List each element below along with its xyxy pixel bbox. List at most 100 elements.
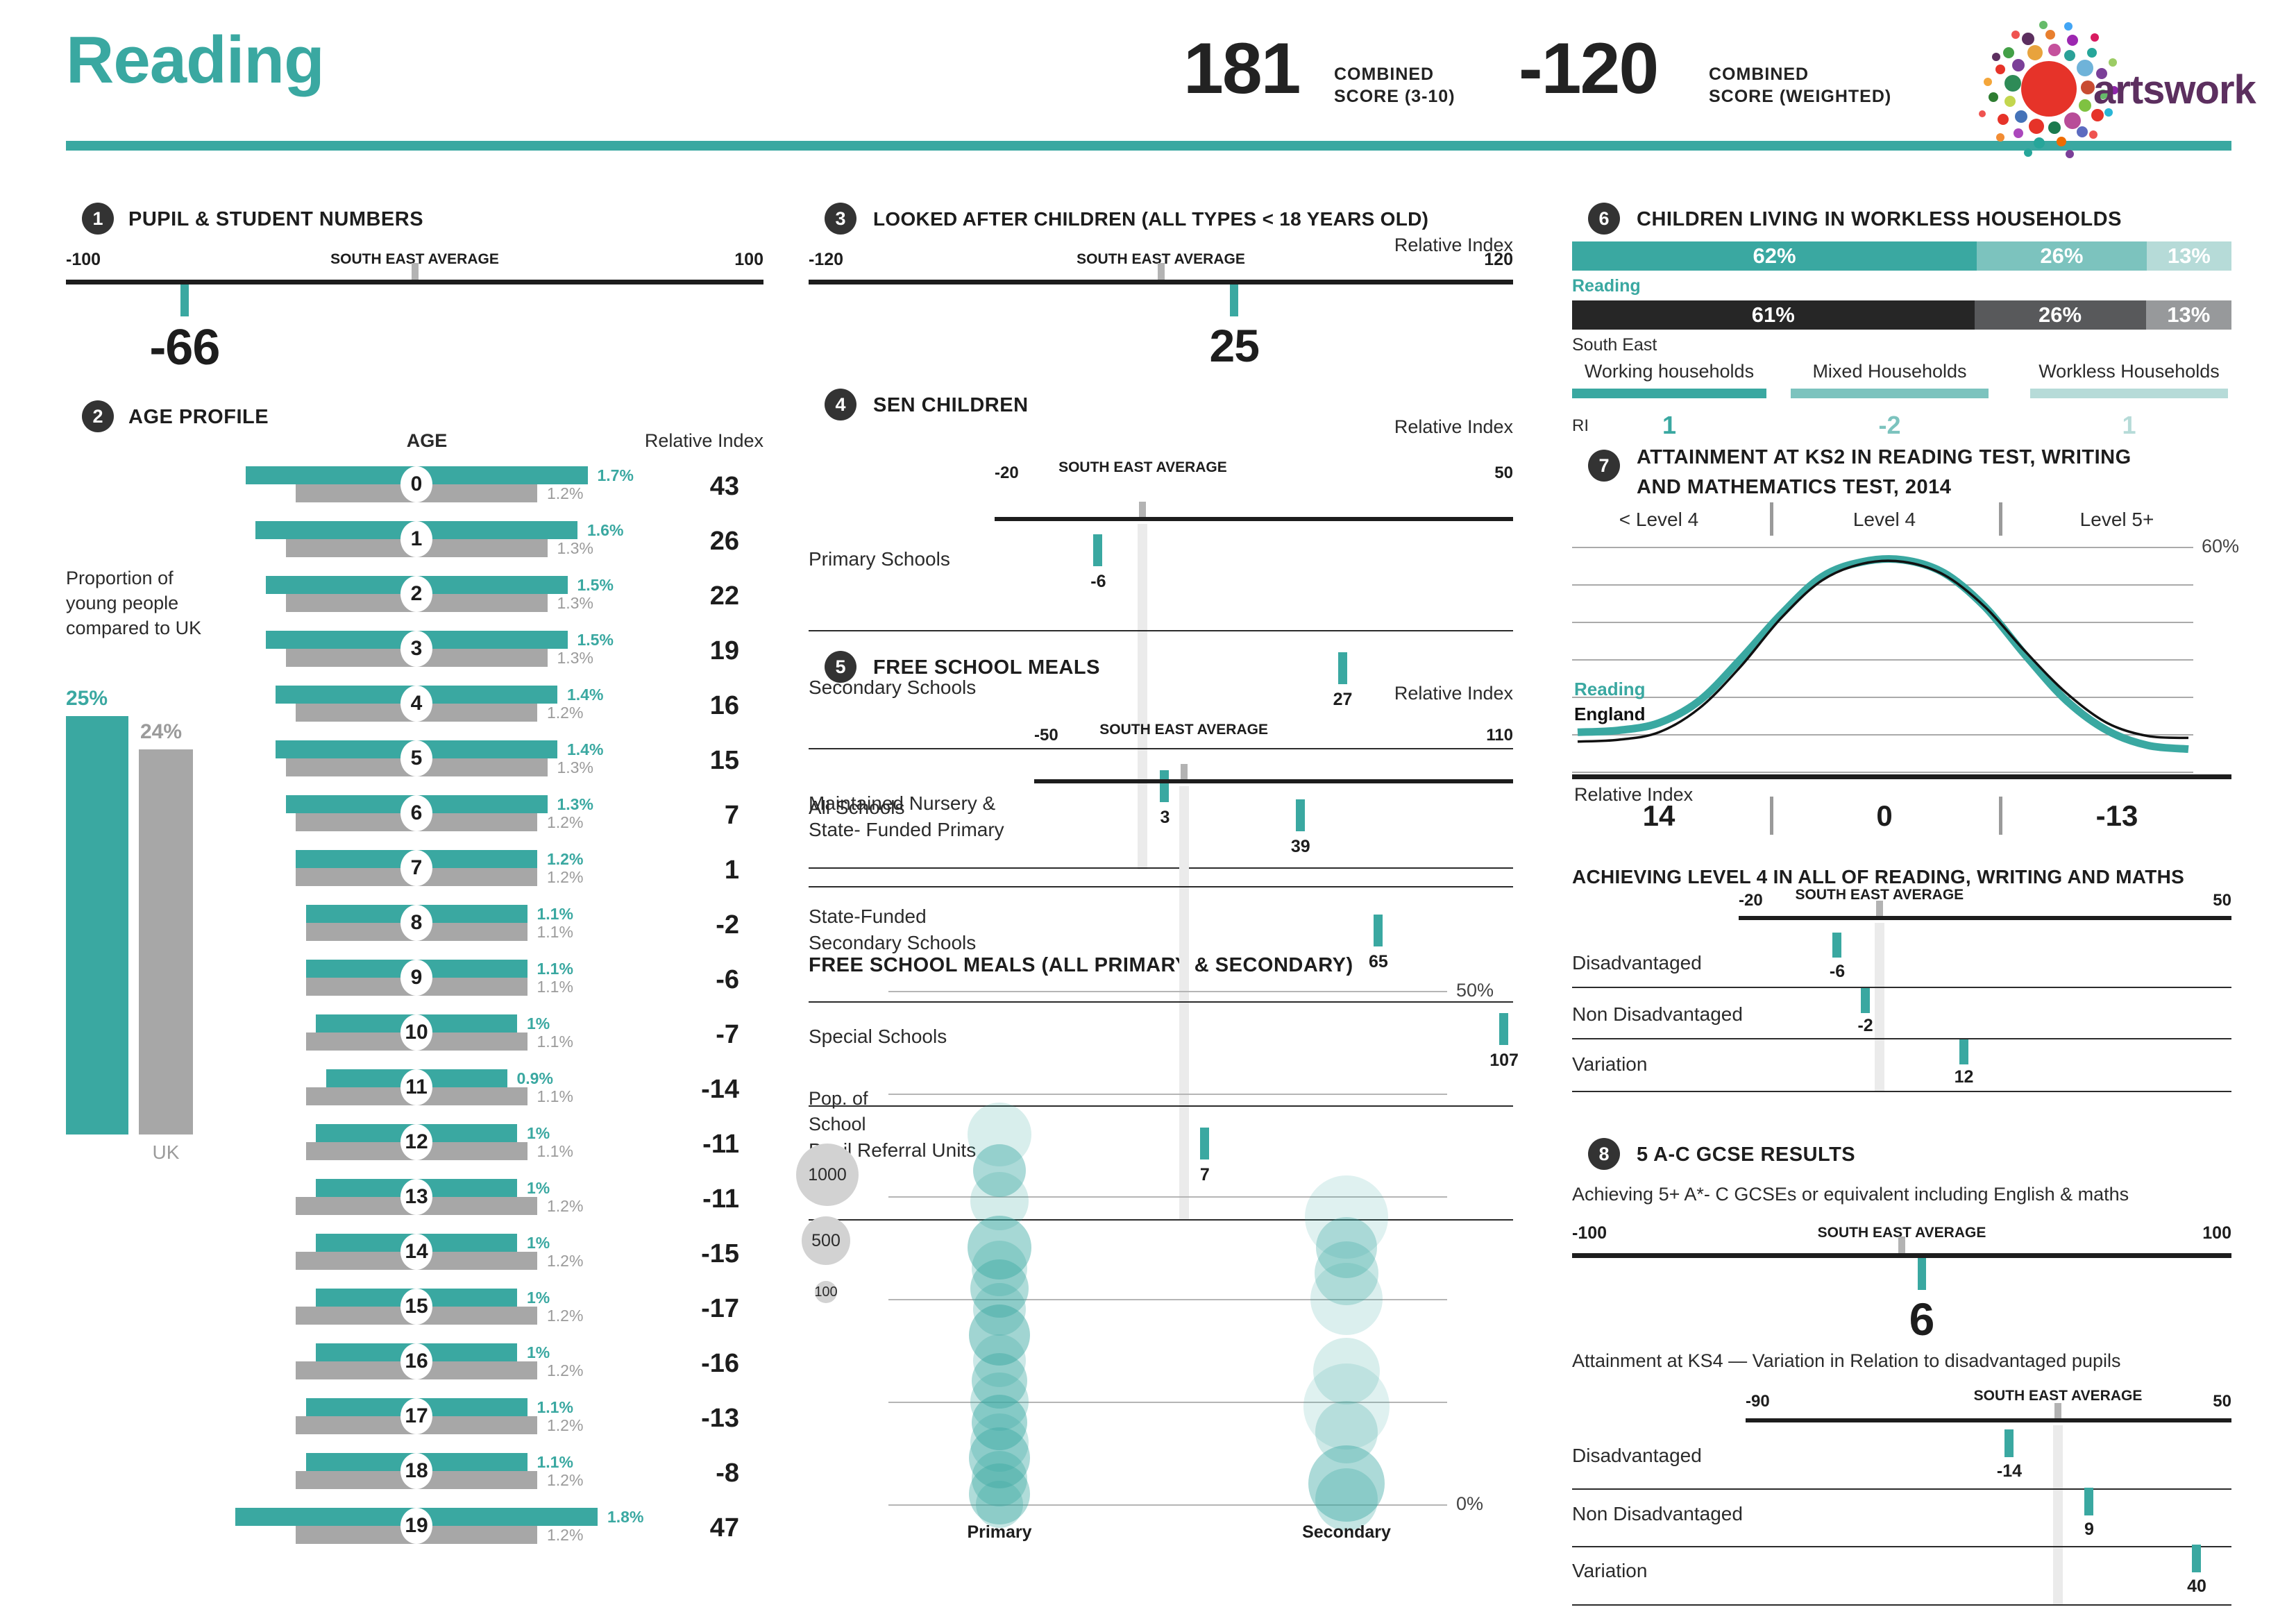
logo-dot xyxy=(1998,114,2009,125)
sen-children-axis-line xyxy=(995,517,1513,521)
age-row-15-uk-pct: 1.2% xyxy=(547,1307,584,1325)
logo-dot xyxy=(2012,59,2025,71)
ks4-variation-row-2-value: 40 xyxy=(2187,1577,2206,1596)
ks4-title: Attainment at KS4 — Variation in Relatio… xyxy=(1572,1350,2121,1371)
section-3-ri-label: Relative Index xyxy=(1394,235,1513,255)
section-2-title: AGE PROFILE xyxy=(128,406,269,428)
artswork-logo-text: artswork xyxy=(2093,67,2256,112)
age-row-19-uk-pct: 1.2% xyxy=(547,1526,584,1544)
logo-dot xyxy=(2004,75,2021,92)
sen-children-axis-max-label: 50 xyxy=(1494,464,1513,482)
age-row-2-relative-index: 22 xyxy=(709,581,739,611)
bubble-ymin-label: 0% xyxy=(1456,1493,1484,1514)
local-total-bar xyxy=(66,716,128,1135)
workless-legend-2-label: Workless Households xyxy=(2038,361,2220,382)
ks2-legend-england: England xyxy=(1574,704,1646,724)
age-row-13-local-pct: 1% xyxy=(527,1179,550,1197)
section-3-badge: 3 xyxy=(825,203,856,235)
age-row-12-uk-pct: 1.1% xyxy=(537,1142,573,1160)
bubble-gridline-10 xyxy=(888,1402,1447,1403)
achieving-level4-row-1-label-0: Non Disadvantaged xyxy=(1572,1003,1743,1025)
ks2-series-england xyxy=(1577,559,2189,743)
ks4-variation-sea-band xyxy=(2053,1425,2063,1604)
ks2-curve-plot xyxy=(1577,554,2189,754)
age-row-14-circle: 14 xyxy=(400,1234,432,1270)
achieving-level4-row-0-label-0: Disadvantaged xyxy=(1572,952,1702,974)
section-2-number: 2 xyxy=(92,405,103,427)
combined-score-310-label-2: SCORE (3-10) xyxy=(1334,87,1455,106)
free-school-meals-row-1-value: 65 xyxy=(1369,952,1388,971)
section-8-badge: 8 xyxy=(1588,1138,1620,1170)
achieving-level4-axis-max-label: 50 xyxy=(2213,891,2231,910)
age-row-11-circle: 11 xyxy=(400,1069,432,1105)
logo-dot xyxy=(2087,48,2097,58)
logo-dot xyxy=(2077,126,2088,137)
age-row-0-relative-index: 43 xyxy=(709,472,739,501)
logo-dot xyxy=(1989,92,1998,102)
ks2-ri-value-0: 14 xyxy=(1642,799,1675,832)
section-4-title: SEN CHILDREN xyxy=(873,394,1029,416)
achieving-level4-row-2-divider xyxy=(1572,1091,2231,1092)
gcse-results-sea-marker xyxy=(1898,1237,1905,1253)
logo-dot xyxy=(2066,150,2074,158)
age-row-0-circle: 0 xyxy=(400,466,432,502)
age-row-12-relative-index: -11 xyxy=(702,1130,739,1159)
bubble-size-legend-circle-0: 1000 xyxy=(796,1144,859,1206)
gcse-results-axis-min-label: -100 xyxy=(1572,1223,1607,1243)
bubble-gridline-20 xyxy=(888,1299,1447,1300)
ks4-variation-row-1-divider xyxy=(1572,1546,2231,1547)
bubble-gridline-0 xyxy=(888,1504,1447,1506)
ks2-ri-label: Relative Index xyxy=(1574,784,1694,805)
logo-dot xyxy=(2024,148,2032,157)
combined-score-weighted-value: -120 xyxy=(1519,28,1659,109)
achieving-level4-row-2-value: 12 xyxy=(1954,1067,1974,1087)
ks4-variation-row-1-value: 9 xyxy=(2084,1520,2094,1539)
workless-legend-1-label: Mixed Households xyxy=(1812,361,1967,382)
ks2-ri-value-2: -13 xyxy=(2095,799,2138,832)
gcse-results-value-label: 6 xyxy=(1909,1293,1935,1345)
logo-center-dot xyxy=(2021,61,2077,117)
age-row-14-local-pct: 1% xyxy=(527,1234,550,1252)
age-row-19-relative-index: 47 xyxy=(709,1513,739,1543)
age-row-8-uk-pct: 1.1% xyxy=(537,923,573,941)
pupil-student-numbers-axis-max-label: 100 xyxy=(734,250,763,269)
section-6-title: CHILDREN LIVING IN WORKLESS HOUSEHOLDS xyxy=(1637,208,2122,230)
ks4-variation-row-0-tick xyxy=(2004,1429,2014,1457)
age-row-9-local-pct: 1.1% xyxy=(537,960,573,978)
logo-dot xyxy=(2064,112,2081,129)
logo-dot xyxy=(2039,21,2048,29)
section-7-title-line2: AND MATHEMATICS TEST, 2014 xyxy=(1637,476,1952,498)
workless-bar-1-label: South East xyxy=(1572,335,1657,355)
ks2-gridline-4 xyxy=(1572,697,2193,698)
workless-legend-2-ri-value: 1 xyxy=(2122,411,2136,439)
bubble-point-6 xyxy=(973,1282,1026,1336)
ks4-variation-row-1-tick xyxy=(2084,1488,2093,1515)
header-divider xyxy=(66,141,2231,151)
looked-after-children-value-label: 25 xyxy=(1209,320,1260,371)
section-8-number: 8 xyxy=(1598,1143,1610,1164)
bubble-gridline-50 xyxy=(888,991,1447,992)
ks2-series-reading xyxy=(1577,554,2189,754)
free-school-meals-row-0-divider xyxy=(809,886,1513,887)
ks2-ri-value-1: 0 xyxy=(1876,799,1893,832)
sen-children-row-2-tick xyxy=(1160,770,1170,802)
age-row-10-circle: 10 xyxy=(400,1014,432,1051)
age-row-6-relative-index: 7 xyxy=(724,801,739,830)
logo-dot xyxy=(2091,33,2099,42)
logo-dot xyxy=(2110,86,2118,94)
age-row-3-uk-pct: 1.3% xyxy=(557,649,593,667)
logo-dot xyxy=(2015,110,2027,123)
workless-bar-1-seg-0: 61% xyxy=(1572,300,1975,330)
sen-children-row-1-value: 27 xyxy=(1333,690,1353,709)
sen-children-sea-label: SOUTH EAST AVERAGE xyxy=(1058,459,1227,475)
age-row-15-local-pct: 1% xyxy=(527,1289,550,1307)
ks4-variation-row-1-label-0: Non Disadvantaged xyxy=(1572,1503,1743,1524)
combined-score-310-label-1: COMBINED xyxy=(1334,65,1435,84)
section-1-title: PUPIL & STUDENT NUMBERS xyxy=(128,208,424,230)
logo-dot xyxy=(2109,58,2117,67)
looked-after-children-sea-marker xyxy=(1157,263,1165,280)
age-note-line3: compared to UK xyxy=(66,618,202,638)
age-row-11-relative-index: -14 xyxy=(701,1075,739,1104)
logo-dot xyxy=(2098,90,2108,99)
